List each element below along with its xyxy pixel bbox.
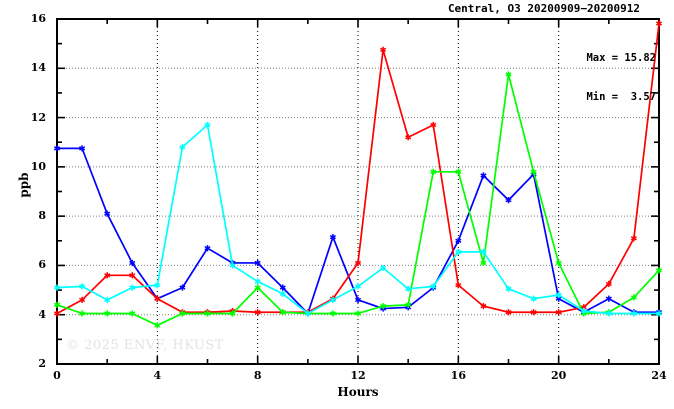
axis-ticks [56, 18, 660, 365]
y-tick-label: 16 [30, 12, 46, 25]
chart-title: Central, O3 20200909−20200912 [447, 2, 640, 15]
y-tick-label: 2 [38, 357, 46, 370]
x-tick-label: 0 [53, 369, 61, 382]
x-tick-label: 8 [253, 369, 262, 382]
y-tick-label: 6 [38, 258, 46, 272]
series-day2 [56, 23, 660, 315]
x-tick-label: 16 [450, 369, 466, 382]
y-tick-label: 4 [38, 307, 46, 321]
x-axis-label: Hours [337, 385, 379, 399]
max-label: Max = 15.82 [586, 52, 656, 64]
y-tick-label: 14 [30, 61, 46, 75]
y-tick-label: 12 [30, 110, 46, 124]
data-series-layer [53, 20, 663, 329]
min-label: Min = 3.57 [586, 91, 656, 103]
y-tick-label: 10 [30, 159, 46, 173]
y-tick-label: 8 [38, 209, 46, 223]
x-tick-label: 24 [651, 369, 667, 382]
x-tick-label: 12 [350, 369, 366, 382]
x-tick-label: 20 [551, 369, 567, 382]
stats-annotation: Max = 15.82 Min = 3.57 [586, 26, 656, 130]
x-tick-label: 4 [153, 369, 162, 382]
